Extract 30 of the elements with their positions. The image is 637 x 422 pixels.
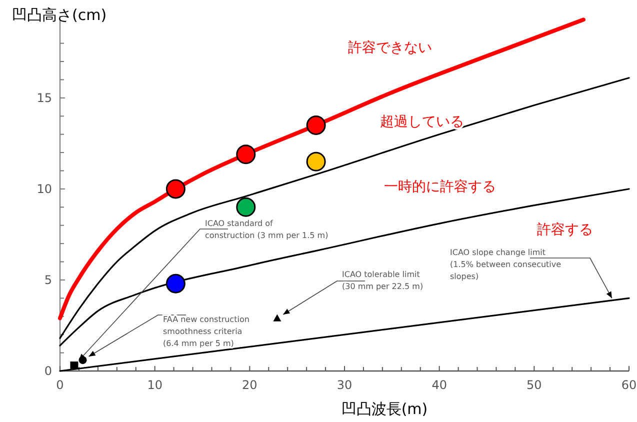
x-tick-label: 10 <box>147 378 162 392</box>
y-tick-label: 0 <box>44 364 52 378</box>
annotation: 許容する <box>537 222 593 238</box>
point <box>166 179 186 199</box>
annotation: FAA new construction smoothness criteria (6.4 mm per 5 m) <box>163 315 250 348</box>
x-tick-label: 60 <box>621 378 637 392</box>
x-tick-label: 40 <box>432 378 447 392</box>
annotation: ICAO tolerable limit (30 mm per 22.5 m) <box>342 270 424 291</box>
point <box>306 115 326 135</box>
point <box>236 197 256 217</box>
annotation: 許容できない <box>348 40 432 56</box>
y-tick-label: 10 <box>36 182 52 196</box>
point <box>236 144 256 164</box>
point <box>70 362 78 370</box>
line-series <box>59 77 630 340</box>
x-tick-label: 50 <box>526 378 542 392</box>
annotation: 一時的に許容する <box>384 179 496 195</box>
x-axis-title: 凹凸波長(m) <box>341 400 428 418</box>
y-axis-title: 凹凸高さ(cm) <box>12 6 107 24</box>
x-tick-label: 0 <box>56 378 64 392</box>
x-tick-label: 20 <box>242 378 258 392</box>
y-tick-label: 15 <box>36 90 52 105</box>
point <box>166 274 186 294</box>
point <box>273 314 282 322</box>
y-tick-label: 5 <box>44 272 52 287</box>
point <box>306 152 326 172</box>
annotation: 超過している <box>380 114 464 130</box>
annotation: ICAO standard of construction (3 mm per 1.5 m) <box>205 219 328 240</box>
annotation: ICAO slope change limit (1.5% between consecutive slopes) <box>450 248 562 281</box>
x-tick-label: 30 <box>336 378 352 392</box>
